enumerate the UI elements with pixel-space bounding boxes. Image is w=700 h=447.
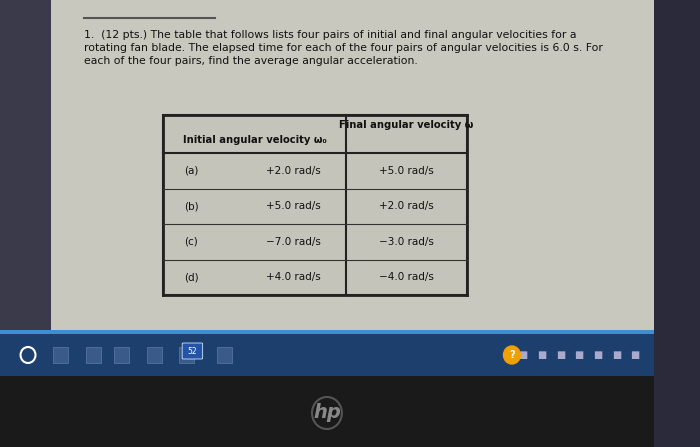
Text: 52: 52 [188, 346, 197, 355]
Text: −4.0 rad/s: −4.0 rad/s [379, 272, 434, 282]
Text: ■: ■ [519, 350, 528, 360]
Text: ■: ■ [593, 350, 603, 360]
Text: +4.0 rad/s: +4.0 rad/s [266, 272, 321, 282]
FancyBboxPatch shape [0, 0, 51, 330]
FancyBboxPatch shape [164, 115, 467, 295]
FancyBboxPatch shape [217, 347, 232, 363]
Text: Final angular velocity ω: Final angular velocity ω [339, 120, 473, 130]
Text: +5.0 rad/s: +5.0 rad/s [379, 166, 434, 176]
Text: +2.0 rad/s: +2.0 rad/s [266, 166, 321, 176]
Text: (a): (a) [184, 166, 198, 176]
Text: +5.0 rad/s: +5.0 rad/s [266, 201, 321, 211]
Text: −3.0 rad/s: −3.0 rad/s [379, 237, 434, 247]
FancyBboxPatch shape [147, 347, 162, 363]
Text: −7.0 rad/s: −7.0 rad/s [266, 237, 321, 247]
Text: (c): (c) [184, 237, 198, 247]
FancyBboxPatch shape [51, 0, 654, 330]
Text: +2.0 rad/s: +2.0 rad/s [379, 201, 434, 211]
FancyBboxPatch shape [86, 347, 101, 363]
FancyBboxPatch shape [114, 347, 129, 363]
Text: ■: ■ [556, 350, 565, 360]
Text: Initial angular velocity ω₀: Initial angular velocity ω₀ [183, 135, 326, 145]
FancyBboxPatch shape [53, 347, 68, 363]
Text: (b): (b) [184, 201, 199, 211]
Text: each of the four pairs, find the average angular acceleration.: each of the four pairs, find the average… [84, 56, 418, 66]
Text: ■: ■ [631, 350, 640, 360]
Text: hp: hp [313, 404, 341, 422]
Text: ■: ■ [537, 350, 547, 360]
FancyBboxPatch shape [179, 347, 195, 363]
FancyBboxPatch shape [0, 330, 654, 334]
Circle shape [503, 346, 520, 364]
FancyBboxPatch shape [182, 343, 203, 359]
Text: ?: ? [509, 350, 514, 360]
FancyBboxPatch shape [0, 376, 654, 447]
Text: (d): (d) [184, 272, 199, 282]
FancyBboxPatch shape [0, 334, 654, 376]
Text: ■: ■ [575, 350, 584, 360]
Text: 1.  (12 pts.) The table that follows lists four pairs of initial and final angul: 1. (12 pts.) The table that follows list… [84, 30, 577, 40]
Text: rotating fan blade. The elapsed time for each of the four pairs of angular veloc: rotating fan blade. The elapsed time for… [84, 43, 603, 53]
Text: ■: ■ [612, 350, 621, 360]
